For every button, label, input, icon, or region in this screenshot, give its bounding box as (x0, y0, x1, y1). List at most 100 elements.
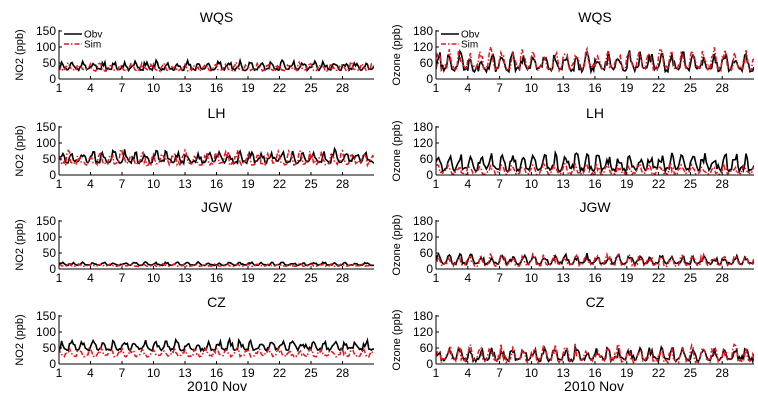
panel-4-xtick-label-4: 4 (464, 177, 471, 191)
panel-5-title: JGW (201, 199, 233, 215)
panel-3-ytick-label-50: 50 (43, 152, 57, 166)
panel-8-xtick-label-19: 19 (620, 366, 634, 380)
panel-7-xtick-label-22: 22 (273, 366, 287, 380)
panel-1-ytick-label-100: 100 (36, 40, 56, 54)
panel-4-xtick-label-19: 19 (620, 177, 634, 191)
panel-5-xtick-label-19: 19 (241, 271, 255, 285)
panel-7-ylabel: NO2 (ppb) (14, 314, 26, 365)
panel-7-xtick-label-13: 13 (178, 366, 192, 380)
panel-3-xtick-label-22: 22 (273, 177, 287, 191)
panel-7-ytick-label-150: 150 (36, 309, 56, 323)
panel-3-ytick-label-150: 150 (36, 120, 56, 134)
panel-1-ylabel: NO2 (ppb) (14, 29, 26, 80)
panel-5-xtick-label-22: 22 (273, 271, 287, 285)
panel-3-xtick-label-25: 25 (304, 177, 318, 191)
panel-5-ytick-label-0: 0 (49, 262, 56, 276)
panel-1-xtick-label-10: 10 (147, 81, 161, 95)
panel-1-ytick-label-150: 150 (36, 24, 56, 38)
panel-6-xtick-label-28: 28 (716, 271, 730, 285)
panel-4-xtick-label-25: 25 (684, 177, 698, 191)
panel-3-xtick-label-28: 28 (336, 177, 350, 191)
panel-4-xtick-label-10: 10 (525, 177, 539, 191)
panel-4-xtick-label-13: 13 (557, 177, 571, 191)
panel-4-ytick-label-180: 180 (413, 120, 433, 134)
panel-2-ytick-label-60: 60 (420, 56, 434, 70)
panel-1-legend-label-sim: Sim (84, 40, 101, 51)
panel-3-xtick-label-4: 4 (87, 177, 94, 191)
panel-6-series-sim (436, 251, 754, 269)
panel-6-xtick-label-16: 16 (588, 271, 602, 285)
panel-6-xtick-label-1: 1 (433, 271, 440, 285)
panel-3-ytick-label-0: 0 (49, 168, 56, 182)
panel-5-xtick-label-7: 7 (119, 271, 126, 285)
panel-4-title: LH (586, 105, 604, 121)
panel-7-ytick-label-50: 50 (43, 341, 57, 355)
panel-2-ytick-label-120: 120 (413, 40, 433, 54)
panel-6-ytick-label-0: 0 (426, 262, 433, 276)
panel-4-ytick-label-120: 120 (413, 136, 433, 150)
panel-5-ylabel: NO2 (ppb) (14, 219, 26, 270)
panel-7-xtick-label-4: 4 (87, 366, 94, 380)
panel-5-ytick-label-100: 100 (36, 230, 56, 244)
panel-2-xtick-label-22: 22 (652, 81, 666, 95)
panel-8-ytick-label-120: 120 (413, 325, 433, 339)
x-axis-title-left: 2010 Nov (187, 378, 247, 394)
panel-4-series-sim (436, 160, 754, 175)
panel-8-xtick-label-10: 10 (525, 366, 539, 380)
panel-8-ytick-label-0: 0 (426, 357, 433, 371)
x-axis-title-right: 2010 Nov (564, 378, 624, 394)
panel-2-xtick-label-25: 25 (684, 81, 698, 95)
panel-8-ylabel: Ozone (ppb) (391, 309, 403, 370)
panel-1-ytick-label-0: 0 (49, 72, 56, 86)
panel-3-xtick-label-7: 7 (119, 177, 126, 191)
panel-6-xtick-label-25: 25 (684, 271, 698, 285)
panel-6-xtick-label-22: 22 (652, 271, 666, 285)
panel-7-ytick-label-0: 0 (49, 357, 56, 371)
panel-1-xtick-label-16: 16 (210, 81, 224, 95)
panel-3-xtick-label-13: 13 (178, 177, 192, 191)
panel-7-ytick-label-100: 100 (36, 325, 56, 339)
panel-8-title: CZ (586, 294, 605, 310)
panel-2-xtick-label-7: 7 (496, 81, 503, 95)
panel-3-ylabel: NO2 (ppb) (14, 125, 26, 176)
panel-7-xtick-label-1: 1 (56, 366, 63, 380)
panel-1-title: WQS (200, 9, 233, 25)
panel-6-ytick-label-180: 180 (413, 214, 433, 228)
panel-4-ytick-label-60: 60 (420, 152, 434, 166)
panel-2-xtick-label-19: 19 (620, 81, 634, 95)
panel-8-xtick-label-28: 28 (716, 366, 730, 380)
panel-8-xtick-label-7: 7 (496, 366, 503, 380)
panel-1-xtick-label-7: 7 (119, 81, 126, 95)
panel-5-xtick-label-10: 10 (147, 271, 161, 285)
panel-1-xtick-label-19: 19 (241, 81, 255, 95)
panel-8-xtick-label-13: 13 (557, 366, 571, 380)
panel-3-xtick-label-16: 16 (210, 177, 224, 191)
panel-4-xtick-label-7: 7 (496, 177, 503, 191)
panel-1-series-sim (59, 59, 374, 73)
panel-2-ytick-label-180: 180 (413, 24, 433, 38)
panel-3-xtick-label-1: 1 (56, 177, 63, 191)
panel-7-xtick-label-7: 7 (119, 366, 126, 380)
panel-6-ytick-label-120: 120 (413, 230, 433, 244)
panel-4-xtick-label-16: 16 (588, 177, 602, 191)
panel-1-xtick-label-13: 13 (178, 81, 192, 95)
panel-5-ytick-label-150: 150 (36, 214, 56, 228)
panel-1-xtick-label-22: 22 (273, 81, 287, 95)
panel-6-ytick-label-60: 60 (420, 246, 434, 260)
panel-1-legend-label-obv: Obv (84, 30, 102, 41)
panel-6-xtick-label-7: 7 (496, 271, 503, 285)
panel-6-xtick-label-13: 13 (557, 271, 571, 285)
panel-5-xtick-label-4: 4 (87, 271, 94, 285)
panel-7-xtick-label-28: 28 (336, 366, 350, 380)
panel-1-ytick-label-50: 50 (43, 56, 57, 70)
panel-8-series-sim (436, 342, 754, 364)
panel-2-xtick-label-1: 1 (433, 81, 440, 95)
panel-2-ylabel: Ozone (ppb) (391, 24, 403, 85)
panel-3-series-obv (59, 146, 374, 166)
panel-5-xtick-label-13: 13 (178, 271, 192, 285)
panel-6-title: JGW (579, 199, 611, 215)
panel-5-xtick-label-1: 1 (56, 271, 63, 285)
panel-4-xtick-label-28: 28 (716, 177, 730, 191)
panel-3-series-sim (59, 147, 374, 168)
